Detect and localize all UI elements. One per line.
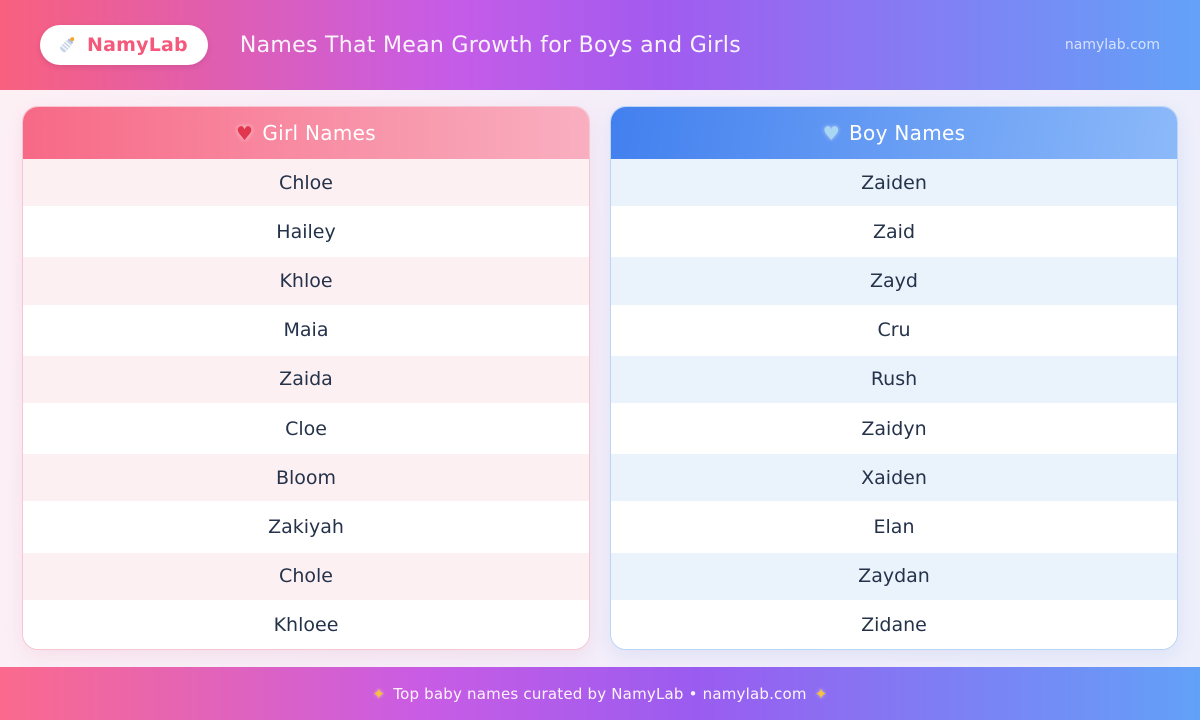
logo-label: NamyLab	[87, 34, 188, 56]
blue-heart-icon: ♥	[822, 122, 841, 145]
list-item: Zaid	[611, 208, 1177, 258]
list-item: Xaiden	[611, 454, 1177, 504]
list-item: Zaidyn	[611, 405, 1177, 455]
list-item: Zakiyah	[23, 503, 589, 553]
cards-area: ♥ Girl Names Chloe Hailey Khloe Maia Zai…	[0, 90, 1200, 667]
site-url-text: namylab.com	[1064, 37, 1160, 53]
sparkle-icon: ✦	[372, 684, 386, 703]
list-item: Zayd	[611, 257, 1177, 307]
boy-names-card: ♥ Boy Names Zaiden Zaid Zayd Cru Rush Za…	[610, 106, 1178, 650]
girl-names-list: Chloe Hailey Khloe Maia Zaida Cloe Bloom…	[23, 159, 589, 649]
list-item: Zaiden	[611, 159, 1177, 209]
girl-card-title: Girl Names	[262, 121, 376, 145]
list-item: Khloee	[23, 601, 589, 649]
baby-bottle-icon	[56, 34, 78, 56]
girl-card-header: ♥ Girl Names	[23, 107, 589, 159]
list-item: Cru	[611, 306, 1177, 356]
footer-text: Top baby names curated by NamyLab • namy…	[393, 684, 807, 703]
girl-names-card: ♥ Girl Names Chloe Hailey Khloe Maia Zai…	[22, 106, 590, 650]
list-item: Bloom	[23, 454, 589, 504]
boy-names-list: Zaiden Zaid Zayd Cru Rush Zaidyn Xaiden …	[611, 159, 1177, 649]
top-banner: NamyLab Names That Mean Growth for Boys …	[0, 0, 1200, 90]
list-item: Elan	[611, 503, 1177, 553]
list-item: Zaida	[23, 355, 589, 406]
list-item: Maia	[23, 306, 589, 356]
boy-card-header: ♥ Boy Names	[611, 107, 1177, 159]
list-item: Hailey	[23, 208, 589, 258]
sparkle-icon: ✦	[814, 684, 828, 703]
list-item: Chole	[23, 552, 589, 602]
red-heart-icon: ♥	[236, 122, 254, 145]
footer-banner: ✦ Top baby names curated by NamyLab • na…	[0, 667, 1200, 720]
page-title: Names That Mean Growth for Boys and Girl…	[239, 32, 741, 58]
list-item: Chloe	[23, 159, 589, 209]
logo-badge[interactable]: NamyLab	[40, 25, 208, 65]
list-item: Cloe	[23, 405, 589, 455]
list-item: Khloe	[23, 257, 589, 307]
list-item: Zidane	[611, 601, 1177, 649]
list-item: Rush	[611, 355, 1177, 406]
list-item: Zaydan	[611, 552, 1177, 602]
boy-card-title: Boy Names	[849, 121, 966, 145]
